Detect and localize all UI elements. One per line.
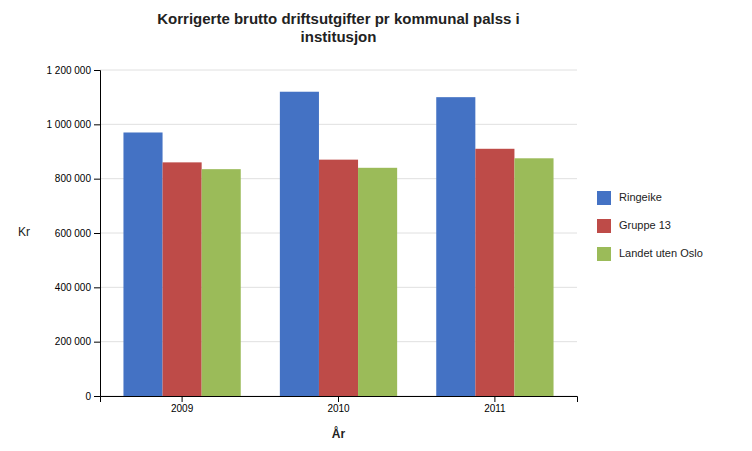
legend-label: Ringeike: [619, 191, 662, 203]
x-tick: 2010: [327, 396, 350, 414]
legend-swatch: [597, 247, 611, 261]
y-tick-mark: [94, 179, 100, 180]
bar: [123, 132, 162, 396]
y-tick: 1 200 000: [47, 65, 101, 76]
plot-area: 0 200 000 400 000 600 000 800 000 1 000 000 1 …: [47, 65, 578, 414]
y-tick-label: 600 000: [55, 228, 92, 239]
x-axis-line: [101, 397, 578, 403]
y-axis-line: [94, 71, 101, 397]
grid: [100, 70, 577, 396]
y-tick-mark: [94, 233, 100, 234]
x-tick-label: 2009: [171, 403, 194, 414]
bar-series: [123, 92, 475, 396]
y-tick: 400 000: [55, 282, 100, 293]
x-tick-label: 2010: [327, 403, 350, 414]
x-axis: 2009 2010 2011: [101, 396, 578, 414]
bar: [358, 168, 397, 396]
legend-swatch: [597, 219, 611, 233]
legend-label: Gruppe 13: [619, 219, 671, 231]
grid-line: [100, 70, 577, 71]
legend-item: Landet uten Oslo: [597, 247, 703, 261]
x-axis-title: År: [332, 426, 346, 441]
y-tick: 1 000 000: [47, 119, 101, 130]
chart: Korrigerte brutto driftsutgifter pr komm…: [0, 0, 752, 451]
y-tick: 0: [85, 391, 100, 402]
y-tick-mark: [94, 342, 100, 343]
bars: [123, 92, 553, 396]
y-tick-label: 200 000: [55, 336, 92, 347]
y-tick-mark: [94, 70, 100, 71]
y-tick-label: 1 200 000: [47, 65, 92, 76]
grid-line: [100, 124, 577, 125]
legend-label: Landet uten Oslo: [619, 247, 703, 259]
y-axis: 0 200 000 400 000 600 000 800 000 1 000 000 1 …: [47, 65, 101, 402]
x-tick: 2011: [484, 396, 506, 414]
chart-title: Korrigerte brutto driftsutgifter pr komm…: [157, 10, 520, 45]
x-tick-mark: [182, 396, 183, 402]
x-tick-mark: [494, 396, 495, 402]
bar: [514, 158, 553, 396]
legend-item: Gruppe 13: [597, 219, 671, 233]
y-tick-mark: [94, 396, 100, 397]
bar-series: [202, 158, 554, 396]
bar: [280, 92, 319, 396]
bar: [163, 162, 202, 396]
legend-swatch: [597, 191, 611, 205]
legend: Ringeike Gruppe 13 Landet uten Oslo: [597, 191, 703, 261]
y-tick-mark: [94, 124, 100, 125]
y-tick-label: 800 000: [55, 173, 92, 184]
y-tick: 600 000: [55, 228, 100, 239]
bar-series: [163, 149, 515, 396]
x-tick: 2009: [171, 396, 194, 414]
legend-item: Ringeike: [597, 191, 662, 205]
bar: [319, 160, 358, 396]
x-tick-label: 2011: [484, 403, 506, 414]
y-axis-title: Kr: [18, 225, 30, 239]
y-tick-label: 0: [85, 391, 91, 402]
bar: [202, 169, 241, 396]
bar: [436, 97, 475, 396]
y-tick-label: 400 000: [55, 282, 92, 293]
y-tick: 800 000: [55, 173, 100, 184]
y-tick: 200 000: [55, 336, 100, 347]
x-tick-mark: [338, 396, 339, 402]
y-tick-label: 1 000 000: [47, 119, 92, 130]
y-tick-mark: [94, 287, 100, 288]
bar: [475, 149, 514, 396]
